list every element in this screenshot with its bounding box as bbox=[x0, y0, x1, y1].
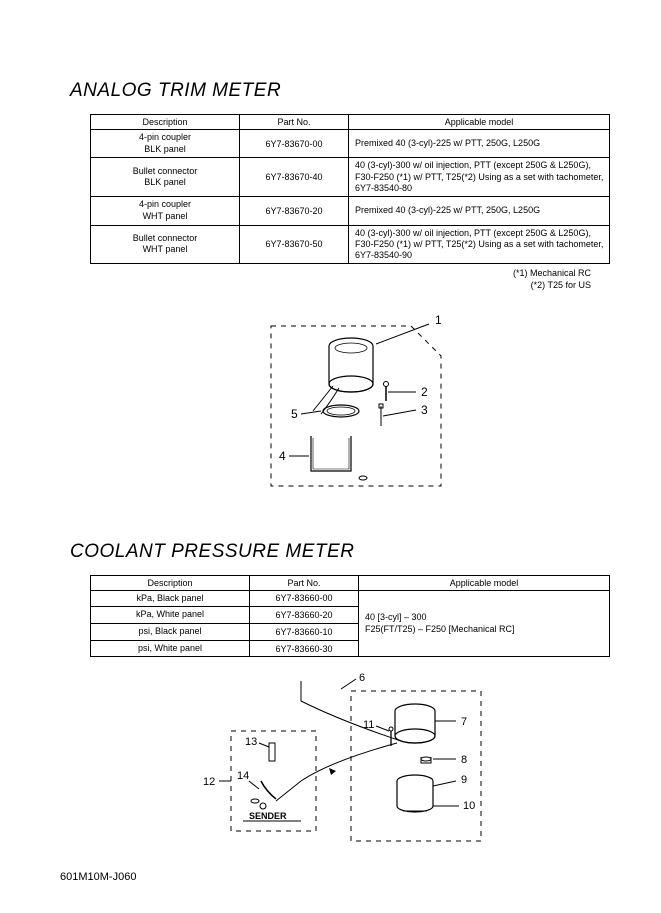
th-desc: Description bbox=[91, 115, 240, 130]
cell: 6Y7-83670-00 bbox=[240, 130, 349, 158]
callout-10: 10 bbox=[463, 800, 475, 812]
coolant-meter-diagram: SENDER 6 7 8 9 10 11 12 13 14 bbox=[70, 671, 611, 856]
trim-meter-diagram: 1 2 3 4 5 bbox=[70, 306, 611, 511]
cell: kPa, White panel bbox=[91, 607, 250, 624]
trim-meter-table: Description Part No. Applicable model 4-… bbox=[90, 114, 610, 264]
callout-3: 3 bbox=[421, 403, 428, 417]
cell: 40 (3-cyl)-300 w/ oil injection, PTT (ex… bbox=[349, 225, 610, 264]
cell: Bullet connector bbox=[133, 166, 198, 176]
cell: 4-pin coupler bbox=[139, 132, 191, 142]
sender-label: SENDER bbox=[249, 811, 287, 821]
callout-1: 1 bbox=[435, 313, 442, 327]
model-line1: 40 [3-cyl] – 300 bbox=[365, 612, 427, 622]
callout-9: 9 bbox=[461, 774, 467, 786]
table-row: 4-pin coupler WHT panel 6Y7-83670-20 Prem… bbox=[91, 197, 610, 225]
table-row: Bullet connectorBLK panel 6Y7-83670-40 4… bbox=[91, 158, 610, 197]
table-row: 4-pin coupler BLK panel 6Y7-83670-00 Prem… bbox=[91, 130, 610, 158]
table-row: kPa, Black panel 6Y7-83660-00 40 [3-cyl]… bbox=[91, 590, 610, 607]
callout-12: 12 bbox=[203, 776, 215, 788]
cell: Premixed 40 (3-cyl)-225 w/ PTT, 250G, L2… bbox=[349, 130, 610, 158]
footnotes: (*1) Mechanical RC (*2) T25 for US bbox=[70, 268, 591, 291]
th-model: Applicable model bbox=[359, 575, 610, 590]
th-desc: Description bbox=[91, 575, 250, 590]
cell: 40 [3-cyl] – 300 F25(FT/T25) – F250 [Mec… bbox=[359, 590, 610, 657]
model-line2: F25(FT/T25) – F250 [Mechanical RC] bbox=[365, 624, 515, 634]
callout-4: 4 bbox=[279, 449, 286, 463]
cell: WHT panel bbox=[143, 211, 188, 221]
page-footer-code: 601M10M-J060 bbox=[60, 871, 136, 883]
cell: psi, White panel bbox=[91, 640, 250, 657]
callout-6: 6 bbox=[359, 672, 365, 684]
cell: WHT panel bbox=[143, 244, 188, 254]
cell: 6Y7-83670-50 bbox=[240, 225, 349, 264]
cell: Bullet connector bbox=[133, 233, 198, 243]
cell: BLK panel bbox=[144, 177, 186, 187]
th-partno: Part No. bbox=[250, 575, 359, 590]
section1-title: ANALOG TRIM METER bbox=[70, 80, 611, 102]
cell: 6Y7-83660-00 bbox=[250, 590, 359, 607]
cell: 6Y7-83670-40 bbox=[240, 158, 349, 197]
footnote-1: (*1) Mechanical RC bbox=[513, 268, 591, 278]
table-row: Bullet connectorWHT panel 6Y7-83670-50 4… bbox=[91, 225, 610, 264]
cell: 6Y7-83660-30 bbox=[250, 640, 359, 657]
callout-2: 2 bbox=[421, 385, 428, 399]
cell: BLK panel bbox=[144, 144, 186, 154]
coolant-meter-table: Description Part No. Applicable model kP… bbox=[90, 575, 610, 658]
callout-5: 5 bbox=[291, 407, 298, 421]
cell: psi, Black panel bbox=[91, 624, 250, 641]
callout-14: 14 bbox=[237, 770, 249, 782]
callout-13: 13 bbox=[245, 736, 257, 748]
cell: 40 (3-cyl)-300 w/ oil injection, PTT (ex… bbox=[349, 158, 610, 197]
cell: Premixed 40 (3-cyl)-225 w/ PTT, 250G, L2… bbox=[349, 197, 610, 225]
section2-title: COOLANT PRESSURE METER bbox=[70, 541, 611, 563]
th-model: Applicable model bbox=[349, 115, 610, 130]
footnote-2: (*2) T25 for US bbox=[531, 280, 591, 290]
cell: 4-pin coupler bbox=[139, 199, 191, 209]
callout-8: 8 bbox=[461, 754, 467, 766]
cell: kPa, Black panel bbox=[91, 590, 250, 607]
callout-11: 11 bbox=[363, 719, 374, 731]
callout-7: 7 bbox=[461, 716, 467, 728]
cell: 6Y7-83670-20 bbox=[240, 197, 349, 225]
th-partno: Part No. bbox=[240, 115, 349, 130]
cell: 6Y7-83660-20 bbox=[250, 607, 359, 624]
cell: 6Y7-83660-10 bbox=[250, 624, 359, 641]
